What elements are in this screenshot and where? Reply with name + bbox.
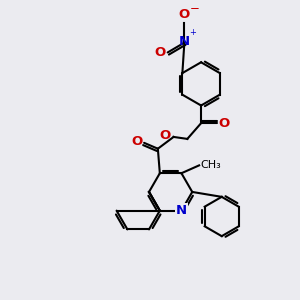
Text: O: O [131, 135, 142, 148]
Text: CH₃: CH₃ [200, 160, 221, 170]
Text: O: O [219, 117, 230, 130]
Text: O: O [159, 130, 171, 142]
Text: −: − [189, 2, 199, 15]
Text: O: O [154, 46, 166, 59]
Text: +: + [189, 28, 196, 37]
Text: N: N [176, 204, 187, 217]
Text: N: N [179, 35, 190, 48]
Text: O: O [179, 8, 190, 21]
